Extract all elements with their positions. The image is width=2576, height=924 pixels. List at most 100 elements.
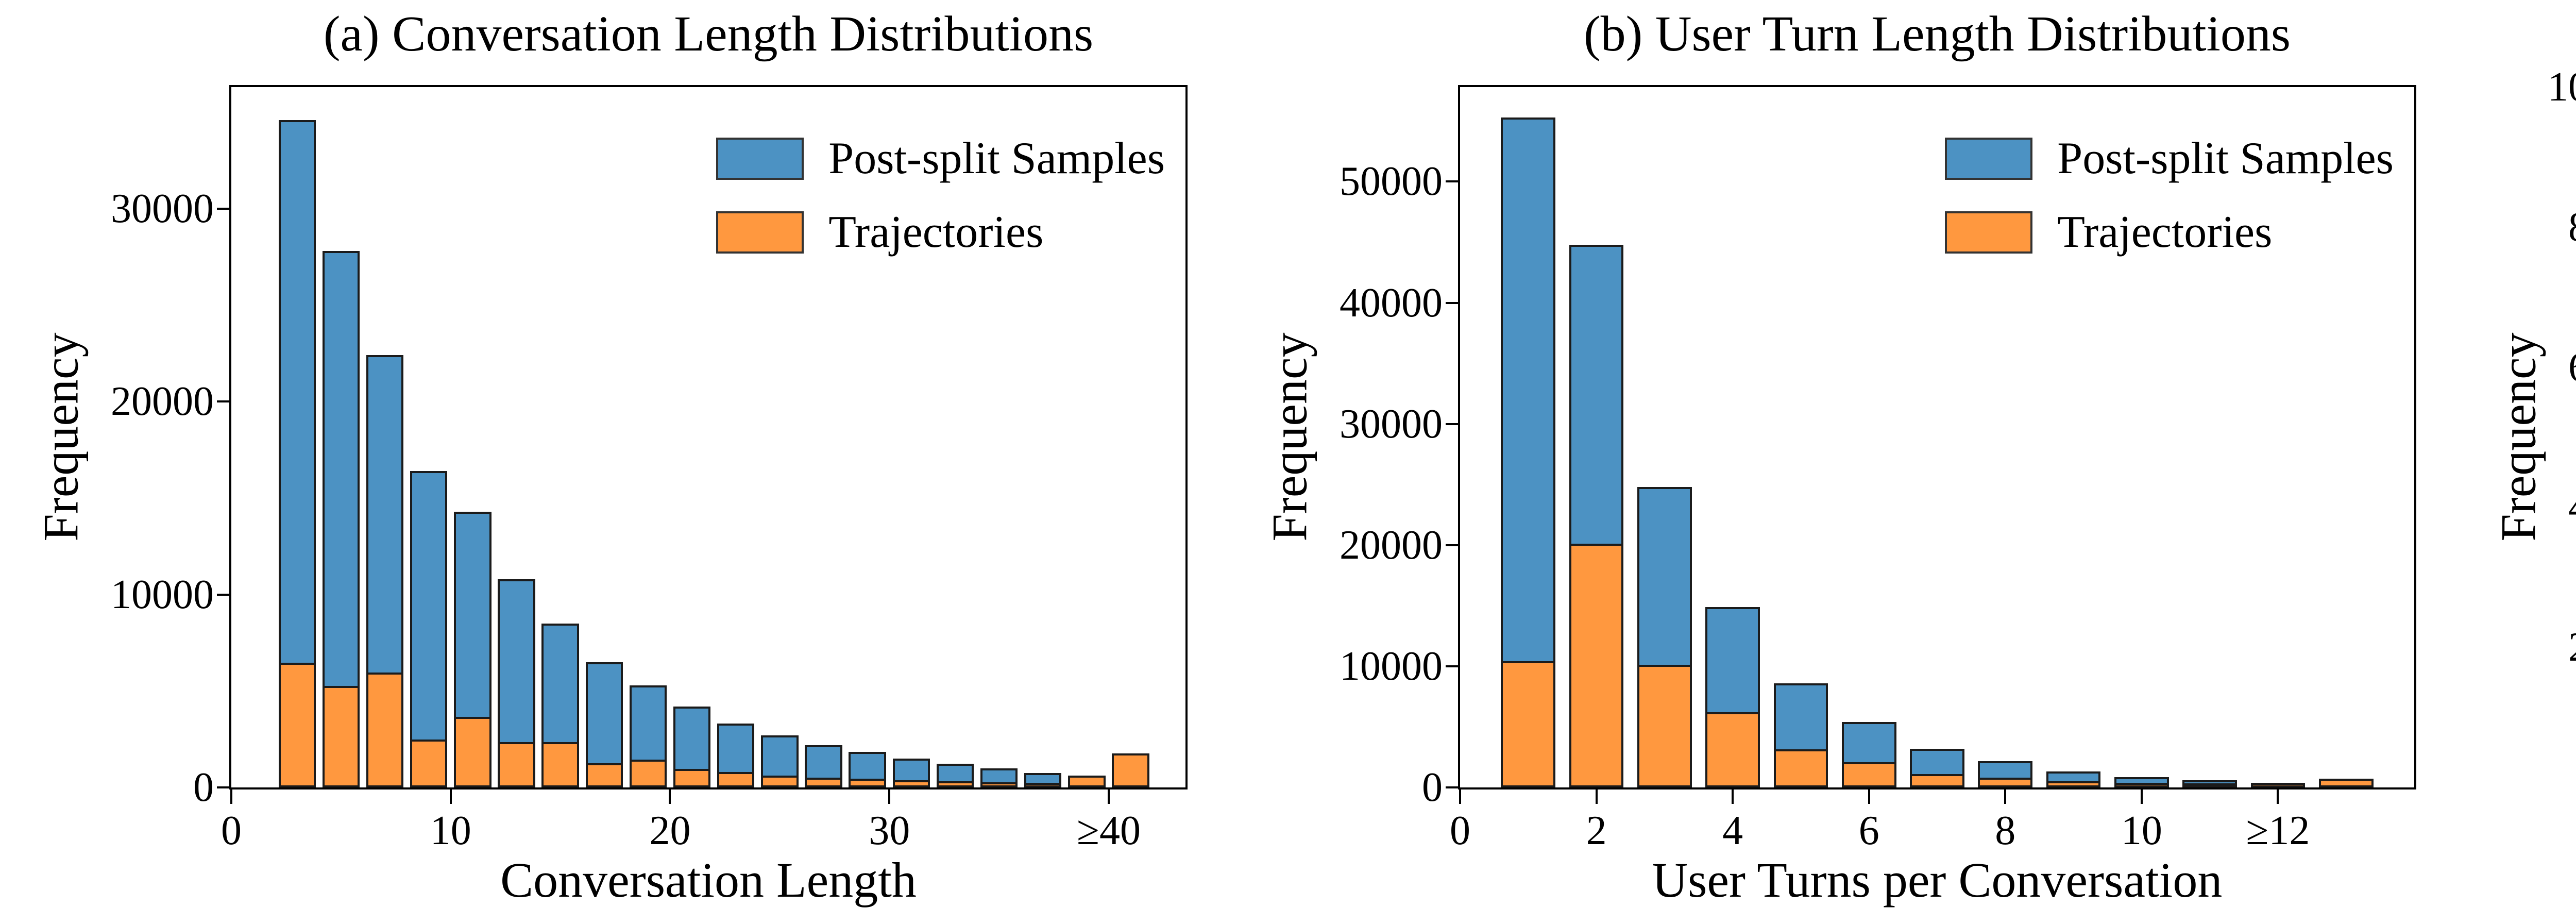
y-tick-mark — [1446, 301, 1458, 304]
bar-trajectories — [1112, 753, 1149, 787]
y-tick-mark — [1446, 786, 1458, 788]
bar-trajectories — [587, 763, 621, 785]
bar-trajectories — [675, 769, 709, 785]
panel-b: (b) User Turn Length Distributions Frequ… — [1229, 0, 2458, 924]
bar-post-split-samples — [322, 251, 360, 787]
bar-trajectories — [851, 779, 884, 785]
bar-trajectories — [763, 775, 796, 785]
legend-label: Trajectories — [2057, 207, 2273, 257]
bar-trajectories — [324, 685, 358, 785]
bar-post-split-samples — [1637, 486, 1692, 787]
x-tick-label: 10 — [430, 808, 471, 853]
bar-trajectories — [938, 781, 972, 785]
y-tick-label: 40000 — [1340, 280, 1443, 326]
bar-post-split-samples — [1978, 761, 2033, 787]
x-tick-label: ≥12 — [2246, 808, 2310, 853]
x-tick-label: 2 — [1586, 808, 1607, 853]
legend-label: Post-split Samples — [2057, 133, 2394, 183]
x-tick-mark — [2004, 789, 2007, 804]
bar-post-split-samples — [629, 685, 667, 787]
bar-trajectories — [1571, 544, 1622, 785]
bar-post-split-samples — [2046, 771, 2101, 787]
x-axis-label-a: Conversation Length — [500, 852, 917, 908]
x-tick-mark — [1107, 789, 1110, 804]
x-tick-label: 10 — [2121, 808, 2162, 853]
y-tick-label: 60000 — [2568, 347, 2576, 388]
y-tick-label: 10000 — [1340, 643, 1443, 689]
bar-post-split-samples — [454, 511, 492, 787]
bar-post-split-samples — [2182, 780, 2238, 787]
bar-trajectories — [1980, 778, 2031, 785]
bar-post-split-samples — [717, 724, 755, 787]
y-axis-label-e: Frequency — [2490, 332, 2546, 542]
bar-trajectories — [719, 771, 753, 785]
plot-area-a: 0 10000 20000 30000 0 10 20 30 ≥40 Post-split Sam… — [111, 85, 1188, 851]
bar-post-split-samples — [849, 751, 886, 787]
x-tick-mark — [888, 789, 891, 804]
bar-post-split-samples — [936, 763, 974, 787]
y-tick-mark — [1446, 423, 1458, 425]
x-tick-mark — [669, 789, 671, 804]
bar-trajectories — [2048, 781, 2099, 785]
bar-trajectories — [280, 662, 314, 785]
bar-post-split-samples — [585, 662, 623, 787]
y-tick-label: 30000 — [1340, 401, 1443, 447]
bar-post-split-samples — [1841, 722, 1896, 787]
y-tick-mark — [1446, 180, 1458, 183]
bar-post-split-samples — [980, 768, 1018, 787]
y-tick-mark — [217, 400, 229, 403]
legend-item: Post-split Samples — [1945, 136, 2394, 181]
bar-post-split-samples — [1501, 117, 1556, 787]
bar-post-split-samples — [1024, 772, 1062, 787]
bar-post-split-samples — [1910, 748, 1964, 787]
y-tick-mark — [217, 786, 229, 788]
bar-trajectories — [456, 717, 489, 785]
bar-post-split-samples — [498, 579, 535, 787]
y-tick-label: 30000 — [111, 186, 214, 231]
legend-swatch-trajectories — [716, 211, 804, 254]
bar-trajectories — [631, 759, 665, 785]
bar-post-split-samples — [541, 623, 579, 787]
bar-trajectories — [1026, 783, 1060, 785]
legend: Post-split Samples Trajectories — [716, 136, 1165, 255]
y-tick-mark — [217, 593, 229, 596]
bar-trajectories — [1503, 661, 1554, 785]
bar-post-split-samples — [805, 745, 842, 787]
legend-item: Trajectories — [716, 210, 1165, 255]
bar-trajectories — [1843, 762, 1894, 785]
x-tick-label: 30 — [869, 808, 910, 853]
bar-trajectories — [894, 780, 928, 785]
legend: Post-split Samples Trajectories — [1945, 136, 2394, 255]
x-tick-mark — [1868, 789, 1870, 804]
bar-trajectories — [1068, 775, 1106, 787]
bar-post-split-samples — [892, 758, 930, 787]
chart-title-a: (a) Conversation Length Distributions — [323, 6, 1094, 62]
legend-item: Trajectories — [1945, 210, 2394, 255]
bar-trajectories — [1639, 664, 1690, 785]
bar-trajectories — [544, 742, 577, 785]
x-tick-label: 0 — [1450, 808, 1470, 853]
bar-trajectories — [1912, 774, 1962, 785]
legend-item: Post-split Samples — [716, 136, 1165, 181]
legend-swatch-post-split-samples — [1945, 138, 2033, 180]
bar-post-split-samples — [2114, 777, 2169, 787]
x-tick-label: 8 — [1995, 808, 2016, 853]
y-tick-mark — [1446, 544, 1458, 546]
x-axis-label-b: User Turns per Conversation — [1652, 852, 2223, 908]
bar-trajectories — [368, 673, 402, 785]
x-tick-label: 0 — [221, 808, 242, 853]
x-tick-mark — [2277, 789, 2279, 804]
bar-trajectories — [2116, 783, 2167, 785]
y-tick-label: 50000 — [1340, 159, 1443, 205]
legend-swatch-post-split-samples — [716, 138, 804, 180]
bar-trajectories — [1707, 712, 1758, 785]
y-tick-mark — [217, 207, 229, 210]
y-tick-label: 20000 — [111, 379, 214, 425]
y-tick-label: 80000 — [2568, 207, 2576, 248]
bar-post-split-samples — [761, 735, 799, 787]
bar-post-split-samples — [1569, 244, 1624, 787]
bar-trajectories — [2184, 783, 2235, 785]
x-tick-label: 20 — [649, 808, 691, 853]
bar-trajectories — [2318, 779, 2374, 787]
